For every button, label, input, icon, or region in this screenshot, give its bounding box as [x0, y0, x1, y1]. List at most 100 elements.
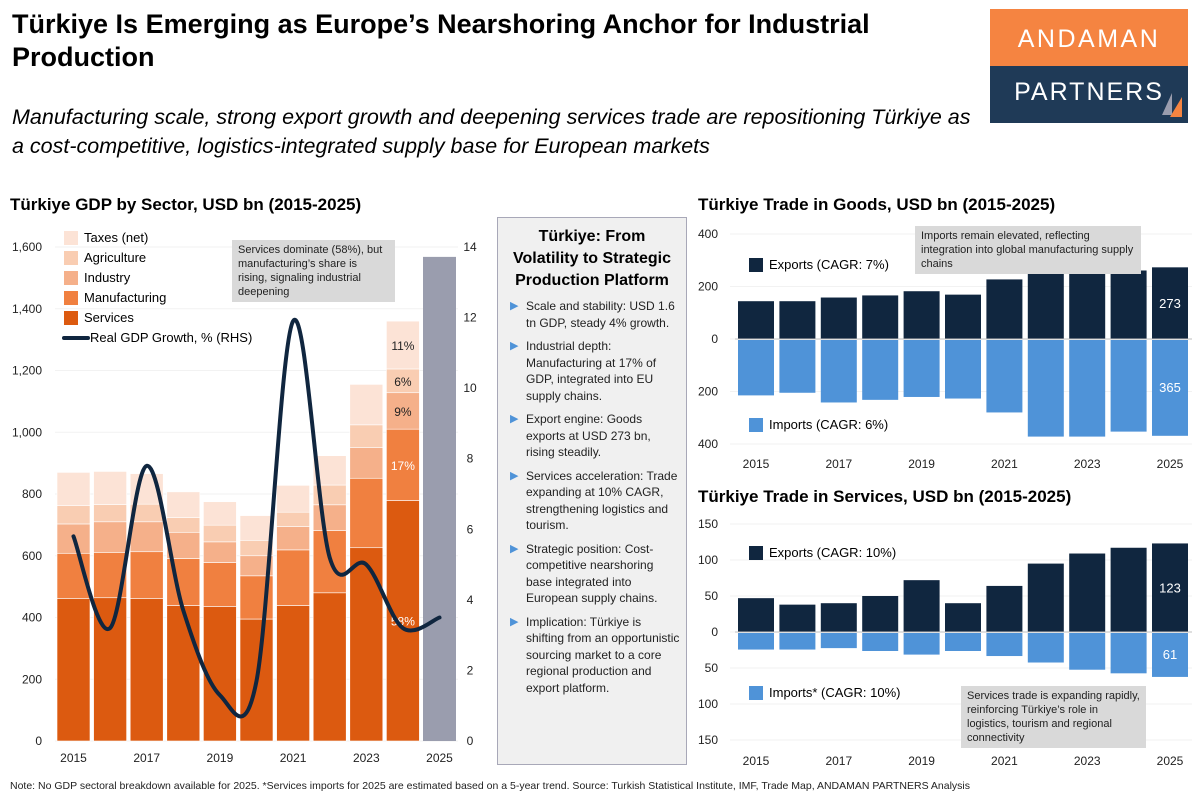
- gdp-growth-line: [71, 317, 442, 719]
- services-legend-imports: Imports* (CAGR: 10%): [749, 685, 900, 700]
- legend-item-taxes: Taxes (net): [64, 228, 252, 248]
- bar-services: [56, 598, 91, 742]
- bar-exports: [862, 295, 899, 339]
- bar-imports: [1152, 340, 1188, 436]
- bar-exports: [738, 301, 774, 339]
- bar-imports: [738, 340, 774, 396]
- bar-imports: [903, 633, 940, 655]
- bar-agriculture: [276, 511, 310, 527]
- bar-agriculture: [349, 424, 384, 448]
- bar-agriculture: [166, 517, 201, 533]
- bar-manufacturing: [386, 428, 420, 501]
- x-tick-label: 2023: [353, 751, 380, 765]
- x-tick-label: 2019: [207, 751, 234, 765]
- y-tick-label: 100: [698, 697, 718, 711]
- y-tick-label: 50: [705, 589, 719, 603]
- data-label-imports: 61: [1163, 647, 1177, 662]
- goods-legend-exports: Exports (CAGR: 7%): [749, 257, 889, 272]
- y-tick-label: 0: [711, 625, 718, 639]
- y-tick-label: 200: [22, 672, 42, 686]
- bar-exports: [738, 598, 774, 632]
- bar-exports: [820, 603, 857, 632]
- bar-exports: [986, 279, 1023, 339]
- takeaway-item: ▶ Implication: Türkiye is shifting from a…: [504, 614, 680, 697]
- y-tick-label: 150: [698, 733, 718, 747]
- y2-tick-label: 4: [467, 593, 474, 607]
- x-tick-label: 2023: [1074, 754, 1101, 768]
- bar-exports: [1110, 547, 1147, 632]
- y-tick-label: 600: [22, 549, 42, 563]
- x-tick-label: 2025: [1157, 457, 1184, 471]
- triangle-bullet-icon: ▶: [510, 542, 519, 555]
- bar-taxes: [56, 472, 91, 506]
- x-tick-label: 2025: [1157, 754, 1184, 768]
- bar-industry: [93, 521, 127, 553]
- bar-exports: [1027, 563, 1064, 632]
- triangle-bullet-icon: ▶: [510, 469, 519, 482]
- y-tick-label: 400: [22, 611, 42, 625]
- x-tick-label: 2015: [743, 457, 770, 471]
- services-chart-title: Türkiye Trade in Services, USD bn (2015-…: [698, 487, 1072, 506]
- bar-imports: [862, 633, 899, 651]
- triangle-bullet-icon: ▶: [510, 300, 519, 312]
- bar-imports: [1152, 633, 1188, 677]
- legend-item-manufacturing: Manufacturing: [64, 288, 252, 308]
- bar-imports: [1110, 340, 1147, 432]
- bar-exports: [1069, 553, 1106, 632]
- bar-agriculture: [93, 504, 127, 523]
- page-subtitle: Manufacturing scale, strong export growt…: [12, 105, 971, 158]
- box-title: Türkiye: From Volatility to Strategic Pr…: [513, 228, 671, 289]
- bar-imports: [945, 633, 981, 651]
- y2-tick-label: 6: [467, 522, 474, 536]
- bar-exports: [820, 297, 857, 339]
- bar-exports: [779, 604, 816, 632]
- y-tick-label: 1,600: [12, 240, 42, 254]
- x-tick-label: 2017: [825, 457, 852, 471]
- bar-exports: [862, 596, 899, 632]
- x-tick-label: 2017: [825, 754, 852, 768]
- bar-manufacturing: [276, 549, 310, 606]
- services-annotation: Services trade is expanding rapidly, rei…: [961, 686, 1146, 748]
- bar-agriculture: [203, 524, 237, 543]
- bar-services: [129, 598, 164, 742]
- gdp-legend: Taxes (net) Agriculture Industry Manufac…: [62, 228, 252, 348]
- y-tick-label: 0: [35, 734, 42, 748]
- goods-legend-imports: Imports (CAGR: 6%): [749, 417, 888, 432]
- triangle-bullet-icon: ▶: [510, 340, 519, 352]
- bar-taxes: [239, 515, 274, 541]
- bar-total-2025: [423, 256, 456, 741]
- y-tick-label: 200: [698, 280, 718, 294]
- bar-industry: [312, 504, 347, 531]
- y-tick-label: 100: [698, 553, 718, 567]
- y-tick-label: 400: [698, 437, 718, 451]
- footnote: Note: No GDP sectoral breakdown availabl…: [10, 780, 971, 792]
- page-title: Türkiye Is Emerging as Europe’s Nearshor…: [12, 9, 870, 72]
- x-tick-label: 2019: [908, 754, 935, 768]
- data-label-manufacturing: 17%: [391, 459, 415, 473]
- bar-industry: [129, 521, 164, 553]
- bar-taxes: [166, 491, 201, 518]
- bar-imports: [1110, 633, 1147, 674]
- x-tick-label: 2023: [1074, 457, 1101, 471]
- bar-imports: [903, 340, 940, 397]
- bar-imports: [738, 633, 774, 650]
- bar-services: [312, 592, 347, 742]
- y2-tick-label: 10: [463, 381, 477, 395]
- bar-services: [203, 606, 237, 742]
- bar-imports: [820, 340, 857, 403]
- bar-imports: [1069, 340, 1106, 437]
- logo-top-text: ANDAMAN: [990, 9, 1188, 66]
- logo-bottom-text: PARTNERS: [1014, 78, 1164, 106]
- bar-exports: [903, 580, 940, 632]
- bar-imports: [986, 340, 1023, 413]
- andaman-partners-logo: ANDAMAN PARTNERS: [990, 9, 1188, 123]
- y-tick-label: 0: [711, 332, 718, 346]
- takeaway-item: ▶ Export engine: Goods exports at USD 273…: [504, 411, 680, 461]
- data-label-exports: 123: [1159, 581, 1181, 596]
- legend-item-agriculture: Agriculture: [64, 248, 252, 268]
- gdp-chart-title: Türkiye GDP by Sector, USD bn (2015-2025…: [10, 195, 362, 214]
- y2-tick-label: 8: [467, 452, 474, 466]
- x-tick-label: 2025: [426, 751, 453, 765]
- bar-imports: [779, 633, 816, 650]
